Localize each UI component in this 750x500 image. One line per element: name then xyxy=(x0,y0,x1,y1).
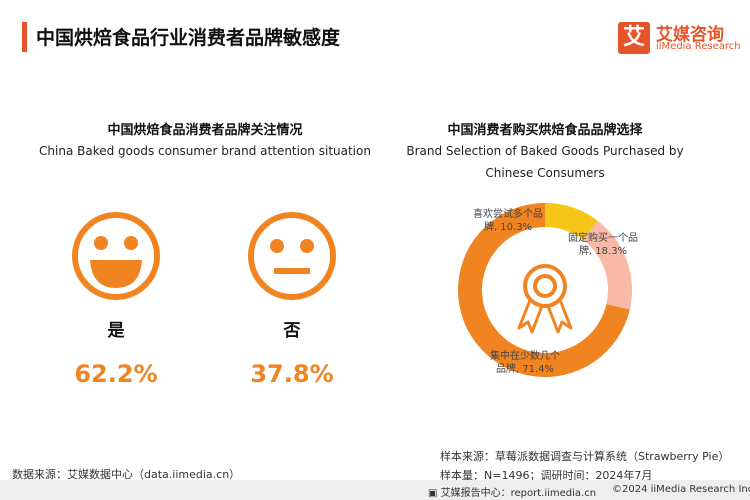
slice-try-multiple xyxy=(545,203,598,240)
answer-no-value: 37.8% xyxy=(250,360,334,388)
neutral-face-icon xyxy=(248,212,336,300)
logo-name-cn: 艾媒咨询 xyxy=(656,25,724,45)
report-icon: ▣ xyxy=(428,488,441,499)
smiley-face-icon xyxy=(72,212,160,300)
answer-yes-value: 62.2% xyxy=(74,360,158,388)
donut-chart xyxy=(458,203,632,377)
logo-name-en: iiMedia Research xyxy=(656,41,741,52)
footer-bar xyxy=(0,480,750,500)
pie-label-fixed-one: 固定购买一个品 牌, 18.3% xyxy=(568,233,638,257)
sample-source-note: 样本来源：草莓派数据调查与计算系统（Strawberry Pie） xyxy=(440,450,730,463)
sample-size-note: 样本量：N=1496；调研时间：2024年7月 xyxy=(440,469,653,482)
pie-label-few-brands: 集中在少数几个 品牌, 71.4% xyxy=(490,351,560,375)
answer-no-label: 否 xyxy=(283,321,301,341)
left-chart-title: 中国烘焙食品消费者品牌关注情况 xyxy=(107,123,303,138)
right-chart-subtitle-line1: Brand Selection of Baked Goods Purchased… xyxy=(406,144,684,158)
title-accent-bar xyxy=(22,22,27,52)
left-chart-subtitle: China Baked goods consumer brand attenti… xyxy=(39,144,371,158)
page-title: 中国烘焙食品行业消费者品牌敏感度 xyxy=(36,27,341,49)
slice-fixed-one xyxy=(582,220,632,310)
report-center-link[interactable]: ▣ 艾媒报告中心：report.iimedia.cn xyxy=(428,488,597,499)
copyright-text: ©2024 iiMedia Research Inc xyxy=(612,484,750,495)
answer-yes-label: 是 xyxy=(107,321,125,341)
right-chart-subtitle-line2: Chinese Consumers xyxy=(485,166,605,180)
iimedia-logo-icon: 艾 xyxy=(618,22,650,54)
right-chart-title: 中国消费者购买烘焙食品品牌选择 xyxy=(447,123,643,138)
data-source-note: 数据来源：艾媒数据中心（data.iimedia.cn） xyxy=(12,468,241,481)
pie-label-try-multiple: 喜欢尝试多个品 牌, 10.3% xyxy=(473,209,543,233)
award-ribbon-icon xyxy=(517,264,573,334)
